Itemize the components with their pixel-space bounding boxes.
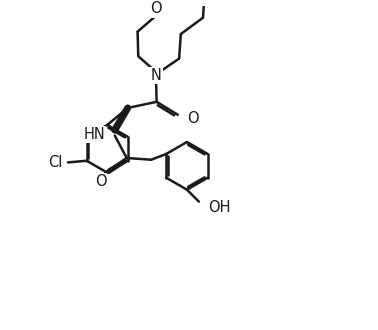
Text: N: N: [150, 68, 161, 83]
Text: HN: HN: [84, 127, 105, 142]
Text: O: O: [150, 1, 162, 16]
Text: O: O: [94, 174, 106, 189]
Text: Cl: Cl: [48, 155, 62, 170]
Text: O: O: [187, 111, 199, 126]
Text: OH: OH: [208, 200, 231, 215]
